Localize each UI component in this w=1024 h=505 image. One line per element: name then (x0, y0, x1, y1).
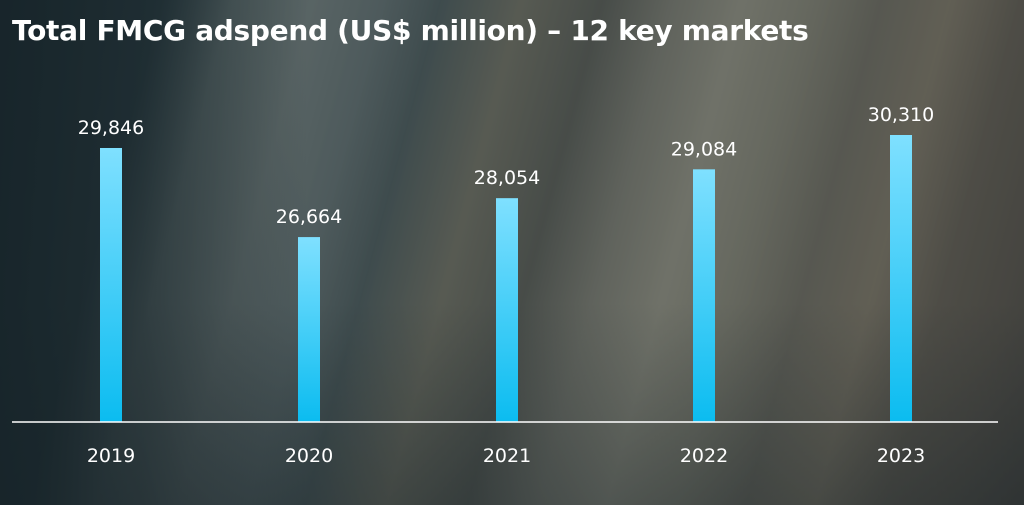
bars-group (100, 135, 912, 422)
category-label-2021: 2021 (483, 445, 531, 467)
category-label-2019: 2019 (87, 445, 135, 467)
category-label-2020: 2020 (285, 445, 333, 467)
value-label-2019: 29,846 (78, 117, 144, 139)
value-label-2022: 29,084 (671, 138, 737, 160)
bar-2023 (890, 135, 912, 422)
category-label-2022: 2022 (680, 445, 728, 467)
category-label-2023: 2023 (877, 445, 925, 467)
value-label-2021: 28,054 (474, 167, 540, 189)
bar-2020 (298, 237, 320, 422)
bar-2019 (100, 147, 122, 422)
labels-group: 29,846 2019 26,664 2020 28,054 2021 29,084 2022… (78, 104, 934, 467)
value-label-2020: 26,664 (276, 206, 342, 228)
value-label-2023: 30,310 (868, 104, 934, 126)
bar-2021 (496, 198, 518, 422)
chart-title: Total FMCG adspend (US$ million) – 12 ke… (12, 14, 809, 47)
bar-2022 (693, 169, 715, 422)
